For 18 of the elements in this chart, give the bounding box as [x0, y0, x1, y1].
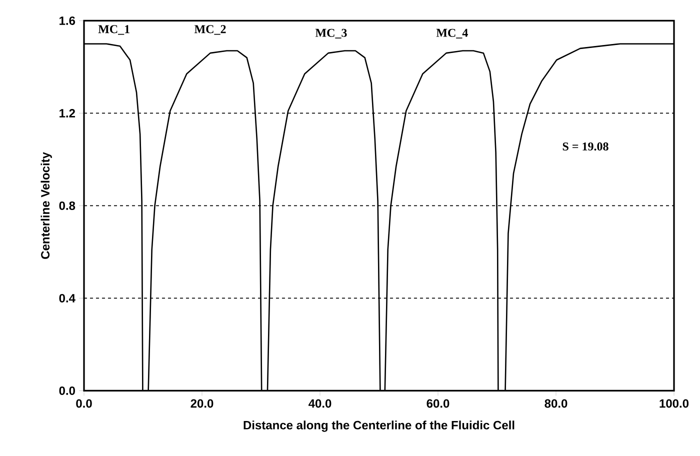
y-tick-label: 1.2	[60, 109, 75, 118]
annotation: MC_1	[98, 25, 130, 35]
y-tick-label: 0.4	[59, 294, 76, 302]
annotation: MC_4	[436, 28, 468, 38]
y-tick-label: 1.6	[60, 16, 76, 25]
y-axis-title: Centerline Velocity	[40, 152, 52, 259]
x-tick-label: 0.0	[76, 399, 92, 408]
y-tick-label: 0.0	[59, 386, 75, 395]
x-tick-label: 60.0	[426, 399, 450, 408]
annotation: S = 19.08	[562, 142, 608, 151]
y-tick-label: 0.8	[59, 201, 76, 210]
x-tick-label: 100.0	[660, 399, 689, 408]
x-tick-label: 40.0	[308, 399, 332, 408]
x-tick-label: 20.0	[190, 399, 214, 408]
annotation: MC_3	[315, 28, 347, 38]
x-tick-label: 80.0	[544, 399, 568, 408]
annotation: MC_2	[194, 25, 226, 35]
x-axis-title: Distance along the Centerline of the Fluidic Cell	[244, 420, 514, 432]
